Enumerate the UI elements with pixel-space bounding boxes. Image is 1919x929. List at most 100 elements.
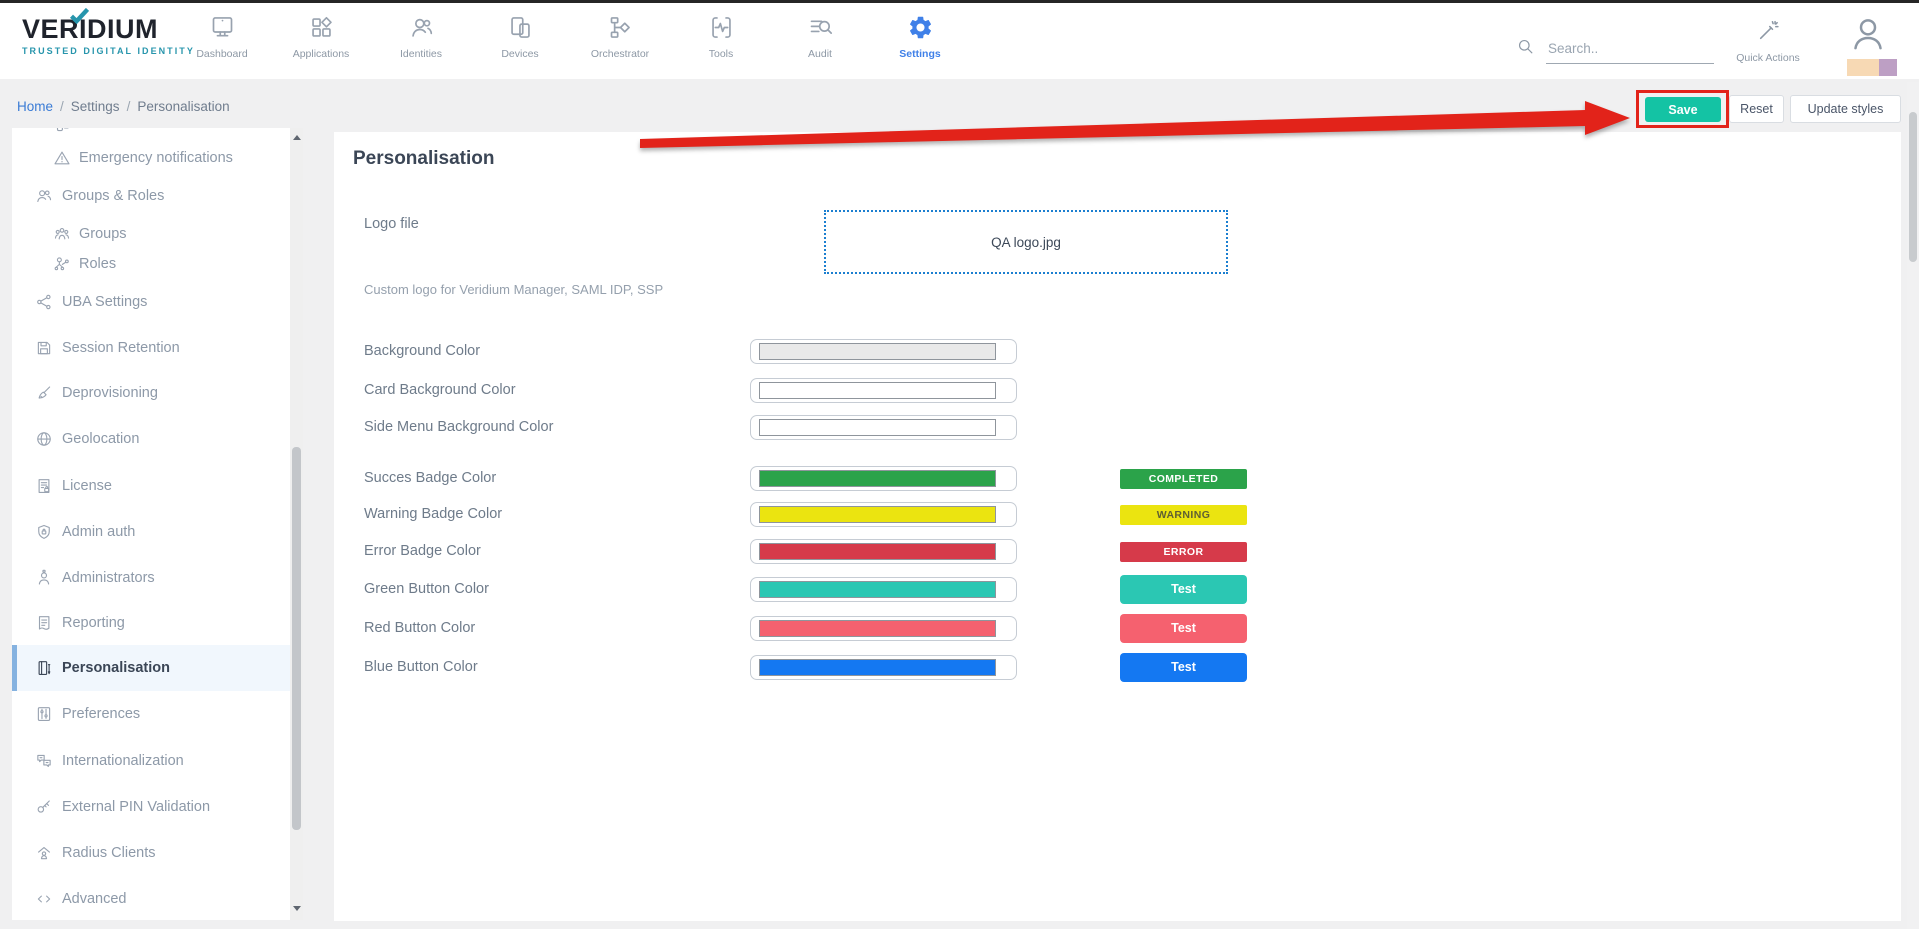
color-swatch-value <box>759 419 996 436</box>
sidebar-item-clipped[interactable] <box>12 128 290 152</box>
nav-item-label: Devices <box>501 48 539 60</box>
reset-button[interactable]: Reset <box>1729 95 1784 123</box>
audit-icon <box>807 20 834 45</box>
search-input[interactable] <box>1546 33 1714 64</box>
scroll-down-arrow-icon[interactable] <box>293 906 301 911</box>
quick-actions-label: Quick Actions <box>1736 52 1800 64</box>
sidebar-item-groups[interactable]: Groups <box>12 217 290 251</box>
avatar-strip-segment <box>1847 59 1879 76</box>
administrators-icon <box>35 569 53 587</box>
color-swatch-input[interactable] <box>750 415 1017 440</box>
sidebar-item-radius-clients[interactable]: Radius Clients <box>12 836 290 870</box>
color-field-label: Green Button Color <box>364 581 489 597</box>
logo-file-dropzone[interactable]: QA logo.jpg <box>824 210 1228 274</box>
color-field-label: Blue Button Color <box>364 659 478 675</box>
sidebar-item-advanced[interactable]: Advanced <box>12 882 290 916</box>
sidebar-item-label: Advanced <box>62 891 127 907</box>
nav-item-dashboard[interactable]: Dashboard <box>177 14 267 60</box>
page-scrollbar-thumb[interactable] <box>1909 112 1917 262</box>
breadcrumb-separator: / <box>126 99 131 114</box>
reporting-icon <box>35 614 53 632</box>
color-swatch-input[interactable] <box>750 577 1017 602</box>
nav-item-devices[interactable]: Devices <box>475 14 565 60</box>
save-button[interactable]: Save <box>1645 97 1721 122</box>
page-title: Personalisation <box>353 148 495 169</box>
sidebar-item-internationalization[interactable]: Internationalization <box>12 744 290 778</box>
sidebar-item-label: Admin auth <box>62 524 136 540</box>
breadcrumb-item-settings: Settings <box>70 99 120 114</box>
color-swatch-input[interactable] <box>750 655 1017 680</box>
nav-item-settings[interactable]: Settings <box>875 14 965 60</box>
sidebar-item-session-retention[interactable]: Session Retention <box>12 331 290 365</box>
avatar-button[interactable] <box>1848 14 1888 54</box>
nav-item-identities[interactable]: Identities <box>376 14 466 60</box>
nav-item-label: Audit <box>808 48 832 60</box>
sidebar-item-uba-settings[interactable]: UBA Settings <box>12 285 290 319</box>
sidebar-item-geolocation[interactable]: Geolocation <box>12 422 290 456</box>
brand-name: VERIDIUM <box>22 14 159 44</box>
nav-item-applications[interactable]: Applications <box>276 14 366 60</box>
sidebar-item-license[interactable]: License <box>12 469 290 503</box>
nav-item-label: Tools <box>708 48 734 60</box>
brand-logo[interactable]: VERIDIUM TRUSTED DIGITAL IDENTITY <box>22 8 222 56</box>
sidebar-item-reporting[interactable]: Reporting <box>12 606 290 640</box>
color-field-row: Side Menu Background Color <box>334 415 1901 440</box>
color-swatch-input[interactable] <box>750 339 1017 364</box>
color-field-row: Succes Badge Color <box>334 466 1901 491</box>
color-field-row: Background Color <box>334 339 1901 364</box>
brand-tagline: TRUSTED DIGITAL IDENTITY <box>22 46 195 56</box>
status-badge-preview: COMPLETED <box>1120 468 1247 489</box>
advanced-icon <box>35 890 53 908</box>
nav-item-label: Applications <box>292 48 350 60</box>
color-swatch-input[interactable] <box>750 502 1017 527</box>
sidebar-item-deprovisioning[interactable]: Deprovisioning <box>12 376 290 410</box>
sidebar-item-label: Reporting <box>62 615 125 631</box>
color-field-row: Green Button Color <box>334 577 1901 602</box>
nav-item-audit[interactable]: Audit <box>775 14 865 60</box>
sidebar-item-personalisation[interactable]: Personalisation <box>12 645 290 691</box>
preferences-icon <box>35 705 53 723</box>
scroll-up-arrow-icon[interactable] <box>293 135 301 140</box>
test-button[interactable]: Test <box>1120 653 1247 682</box>
breadcrumb: Home / Settings / Personalisation <box>17 99 230 114</box>
page-scrollbar[interactable] <box>1907 82 1919 929</box>
color-field-label: Succes Badge Color <box>364 470 497 486</box>
logo-file-label: Logo file <box>364 216 419 232</box>
sidebar-item-label: Groups <box>79 226 127 242</box>
color-field-row: Blue Button Color <box>334 655 1901 680</box>
sidebar-item-admin-auth[interactable]: Admin auth <box>12 515 290 549</box>
search-icon <box>1516 37 1535 56</box>
sidebar-item-label: Internationalization <box>62 753 184 769</box>
color-swatch-input[interactable] <box>750 616 1017 641</box>
sidebar-item-label: Groups & Roles <box>62 188 165 204</box>
breadcrumb-item-home[interactable]: Home <box>17 99 54 114</box>
color-field-label: Red Button Color <box>364 620 476 636</box>
header: VERIDIUM TRUSTED DIGITAL IDENTITY Dashbo… <box>0 3 1919 79</box>
color-swatch-input[interactable] <box>750 378 1017 403</box>
sidebar-item-preferences[interactable]: Preferences <box>12 697 290 731</box>
logo-file-value: QA logo.jpg <box>991 234 1061 250</box>
sidebar-item-label: Preferences <box>62 706 141 722</box>
color-swatch-input[interactable] <box>750 466 1017 491</box>
color-field-row: Warning Badge Color <box>334 502 1901 527</box>
monitor-icon <box>209 17 236 45</box>
devices-icon <box>507 17 534 45</box>
nav-item-tools[interactable]: Tools <box>676 14 766 60</box>
test-button[interactable]: Test <box>1120 614 1247 643</box>
sidebar-item-emergency-notifications[interactable]: Emergency notifications <box>12 141 290 175</box>
quick-actions-button[interactable]: Quick Actions <box>1726 18 1810 64</box>
apps-icon <box>308 16 335 45</box>
color-field-row: Red Button Color <box>334 616 1901 641</box>
test-button[interactable]: Test <box>1120 575 1247 604</box>
sidebar-item-administrators[interactable]: Administrators <box>12 561 290 595</box>
sidebar-item-groups-roles[interactable]: Groups & Roles <box>12 179 290 213</box>
color-swatch-value <box>759 506 996 523</box>
update-styles-button[interactable]: Update styles <box>1790 95 1901 123</box>
color-swatch-input[interactable] <box>750 539 1017 564</box>
internationalization-icon <box>35 752 53 770</box>
sidebar-scrollbar-thumb[interactable] <box>292 447 301 830</box>
radius-clients-icon <box>35 844 53 862</box>
sidebar-item-roles[interactable]: Roles <box>12 247 290 281</box>
sidebar-item-external-pin-validation[interactable]: External PIN Validation <box>12 790 290 824</box>
nav-item-orchestrator[interactable]: Orchestrator <box>575 14 665 60</box>
